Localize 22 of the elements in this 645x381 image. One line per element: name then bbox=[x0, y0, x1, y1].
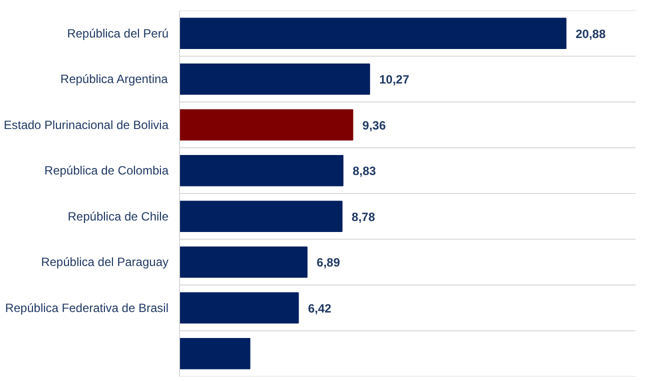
y-tick-label: Estado Plurinacional de Bolivia bbox=[4, 118, 169, 132]
data-label: 10,27 bbox=[379, 72, 410, 87]
bar bbox=[180, 200, 342, 232]
data-label: 20,88 bbox=[576, 26, 606, 41]
bar bbox=[180, 64, 370, 95]
bar bbox=[180, 246, 308, 278]
y-tick-label: República del Paraguay bbox=[41, 255, 169, 270]
bar bbox=[180, 109, 354, 140]
data-label: 8,83 bbox=[352, 164, 376, 178]
y-tick-label: República del Perú bbox=[67, 26, 169, 40]
data-label: 9,36 bbox=[362, 118, 386, 132]
y-tick-label: República de Chile bbox=[68, 209, 169, 224]
bar bbox=[180, 18, 566, 49]
bar bbox=[180, 155, 344, 186]
y-tick-label: República Federativa de Brasil bbox=[5, 300, 169, 315]
y-tick-label: República de Colombia bbox=[44, 164, 169, 178]
data-label: 6,89 bbox=[316, 256, 340, 270]
y-tick-label: República Argentina bbox=[60, 72, 168, 86]
bar bbox=[180, 292, 299, 324]
data-label: 6,42 bbox=[308, 301, 332, 316]
bar bbox=[180, 338, 250, 370]
data-label: 8,78 bbox=[352, 210, 376, 224]
